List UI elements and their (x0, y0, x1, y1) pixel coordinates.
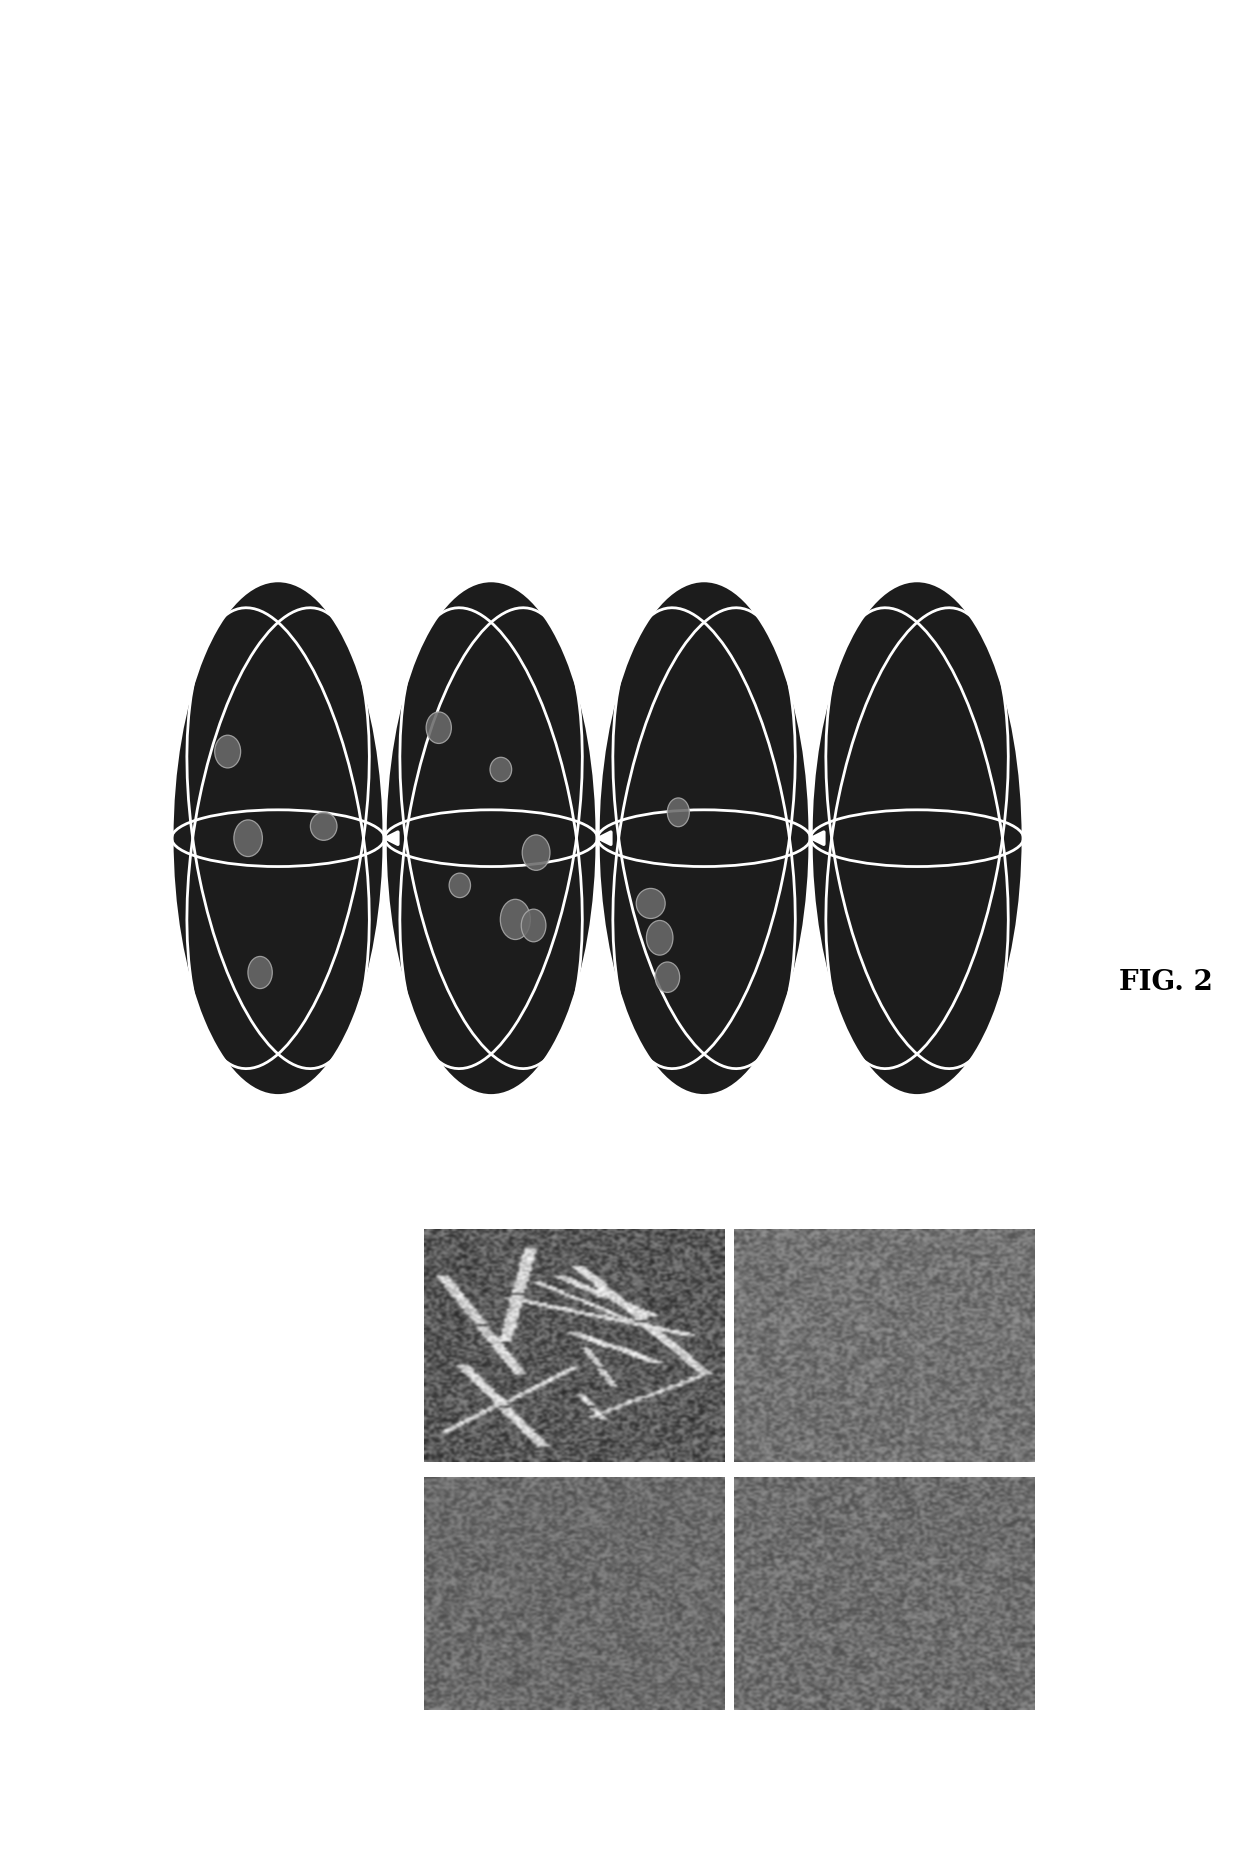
Ellipse shape (811, 580, 1023, 1095)
Text: Extract cells
(Cell-free ECM): Extract cells (Cell-free ECM) (770, 401, 811, 565)
Ellipse shape (310, 812, 337, 841)
Ellipse shape (636, 889, 665, 919)
Bar (729, 1222, 1039, 1470)
Ellipse shape (215, 736, 241, 768)
Text: Bone marrow cells: Bone marrow cells (129, 951, 148, 1153)
Ellipse shape (667, 797, 689, 827)
Ellipse shape (522, 835, 551, 870)
Ellipse shape (248, 957, 273, 988)
Ellipse shape (598, 580, 811, 1095)
Bar (729, 1470, 1039, 1717)
Ellipse shape (234, 820, 263, 857)
Ellipse shape (521, 910, 546, 942)
Text: Reseed & culture
for 15 days: Reseed & culture for 15 days (557, 388, 598, 577)
Bar (95, 1307, 293, 1331)
Ellipse shape (427, 711, 451, 743)
Ellipse shape (449, 872, 470, 897)
Ellipse shape (171, 580, 384, 1095)
Ellipse shape (500, 899, 531, 940)
Text: Primary cell culture
for 7 or 12 days: Primary cell culture for 7 or 12 days (343, 374, 384, 592)
Bar (419, 1222, 729, 1470)
Text: FIG. 2: FIG. 2 (1118, 970, 1213, 996)
Ellipse shape (384, 580, 598, 1095)
Ellipse shape (490, 758, 512, 782)
Ellipse shape (646, 921, 673, 955)
Ellipse shape (655, 962, 680, 992)
Bar (419, 1470, 729, 1717)
